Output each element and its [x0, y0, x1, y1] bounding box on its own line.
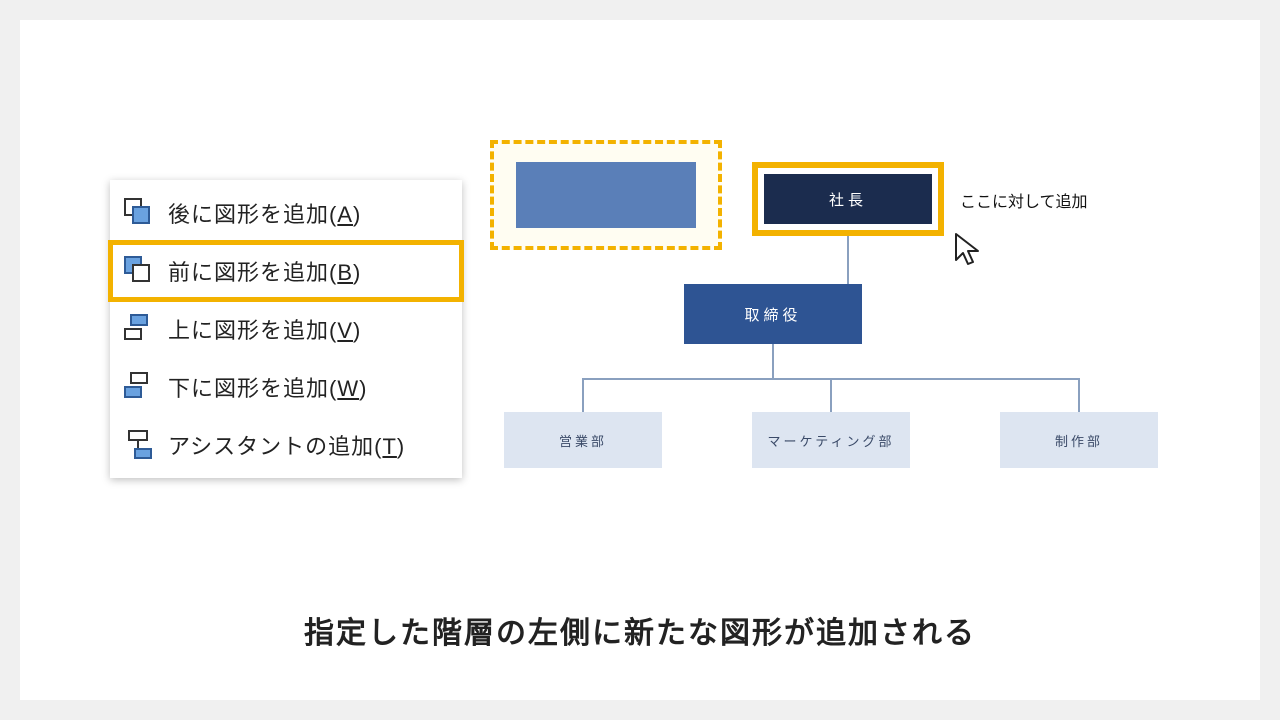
node-label: 制作部	[1055, 431, 1103, 450]
cursor-icon	[950, 230, 990, 270]
menu-item-label: 下に図形を追加(W)	[168, 371, 367, 403]
menu-item-add-after[interactable]: 後に図形を追加(A)	[110, 184, 462, 242]
connector	[1078, 378, 1080, 412]
node-label: マーケティング部	[768, 431, 895, 450]
node-president[interactable]: 社長	[764, 174, 932, 224]
org-chart: 社長 ここに対して追加 取締役 営業部 マーケティング部 制作部	[490, 140, 1210, 520]
menu-item-label: アシスタントの追加(T)	[168, 429, 405, 461]
menu-item-label: 前に図形を追加(B)	[168, 255, 361, 287]
caption-text: 指定した階層の左側に新たな図形が追加される	[20, 608, 1260, 652]
add-assistant-icon	[124, 430, 154, 460]
target-annotation: ここに対して追加	[960, 188, 1088, 212]
menu-item-add-assistant[interactable]: アシスタントの追加(T)	[110, 416, 462, 474]
add-before-icon	[124, 256, 154, 286]
menu-item-add-before[interactable]: 前に図形を追加(B)	[110, 242, 462, 300]
connector	[772, 344, 774, 378]
node-label: 取締役	[744, 304, 801, 325]
add-above-icon	[124, 314, 154, 344]
menu-item-add-below[interactable]: 下に図形を追加(W)	[110, 358, 462, 416]
connector	[830, 378, 832, 412]
node-label: 社長	[829, 189, 867, 210]
node-department[interactable]: 制作部	[1000, 412, 1158, 468]
add-below-icon	[124, 372, 154, 402]
connector	[582, 378, 584, 412]
node-department[interactable]: マーケティング部	[752, 412, 910, 468]
add-shape-menu: 後に図形を追加(A) 前に図形を追加(B) 上に図形を追加(V)	[110, 180, 462, 478]
slide-canvas: 後に図形を追加(A) 前に図形を追加(B) 上に図形を追加(V)	[20, 20, 1260, 700]
node-label: 営業部	[559, 431, 607, 450]
add-after-icon	[124, 198, 154, 228]
node-director[interactable]: 取締役	[684, 284, 862, 344]
connector	[847, 236, 849, 284]
new-shape-box	[516, 162, 696, 228]
node-department[interactable]: 営業部	[504, 412, 662, 468]
menu-item-add-above[interactable]: 上に図形を追加(V)	[110, 300, 462, 358]
menu-item-label: 後に図形を追加(A)	[168, 197, 361, 229]
menu-item-label: 上に図形を追加(V)	[168, 313, 361, 345]
